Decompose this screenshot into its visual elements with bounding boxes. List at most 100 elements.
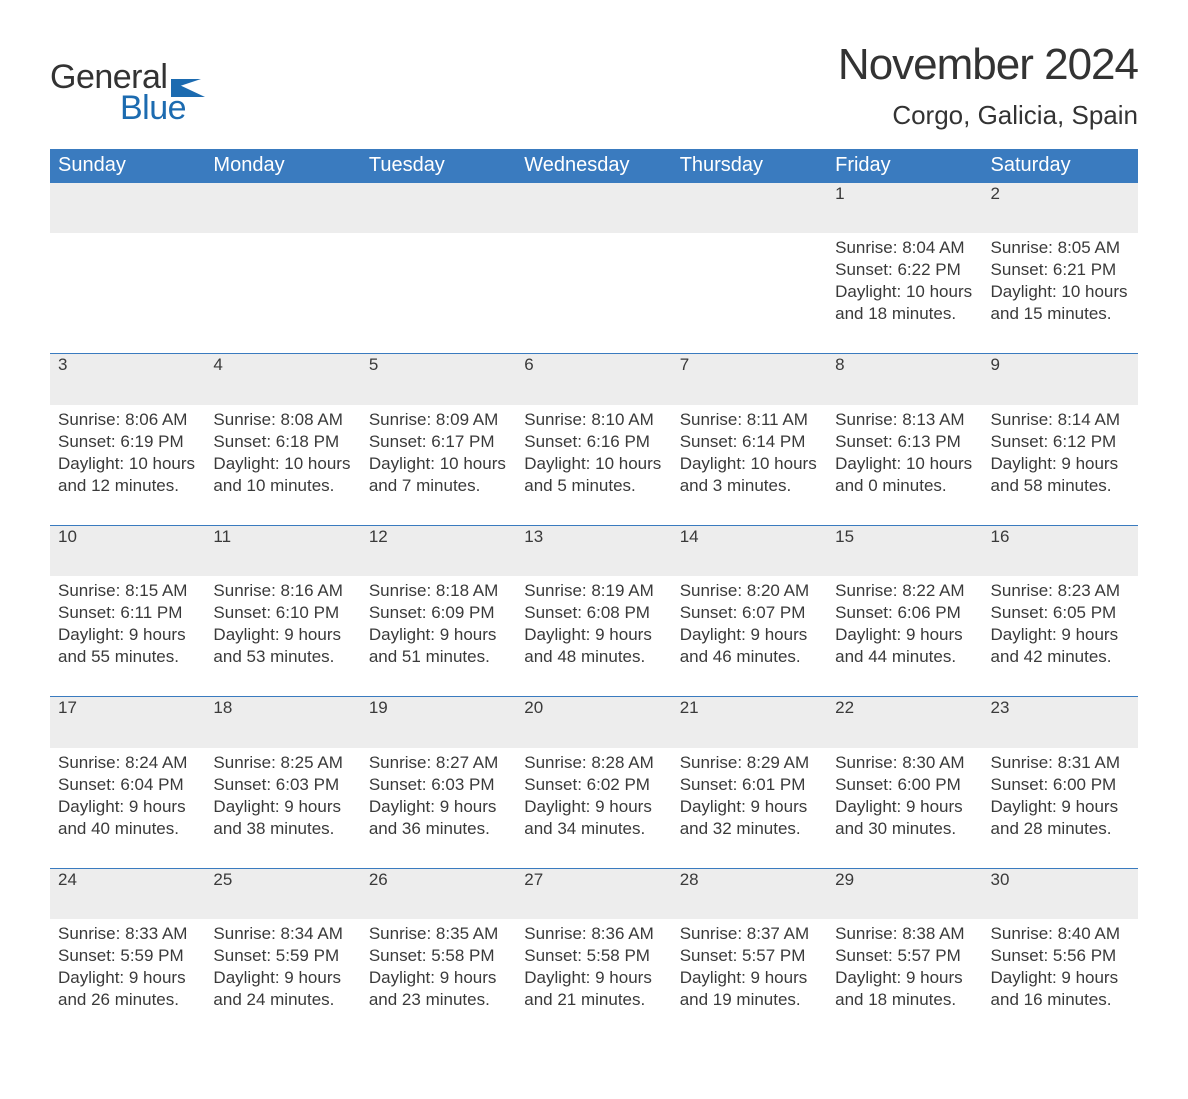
- day-cell: Sunrise: 8:18 AMSunset: 6:09 PMDaylight:…: [361, 576, 516, 697]
- daylight-text: Daylight: 10 hours and 0 minutes.: [835, 453, 974, 497]
- sunrise-text: Sunrise: 8:28 AM: [524, 752, 663, 774]
- sunrise-text: Sunrise: 8:38 AM: [835, 923, 974, 945]
- sunset-text: Sunset: 6:09 PM: [369, 602, 508, 624]
- day-cell: Sunrise: 8:33 AMSunset: 5:59 PMDaylight:…: [50, 919, 205, 1039]
- day-cell: Sunrise: 8:31 AMSunset: 6:00 PMDaylight:…: [983, 748, 1138, 869]
- daylight-text: Daylight: 9 hours and 18 minutes.: [835, 967, 974, 1011]
- empty-cell: [361, 233, 516, 354]
- sunset-text: Sunset: 6:04 PM: [58, 774, 197, 796]
- day-cell: Sunrise: 8:19 AMSunset: 6:08 PMDaylight:…: [516, 576, 671, 697]
- sunset-text: Sunset: 6:02 PM: [524, 774, 663, 796]
- day-cell: Sunrise: 8:14 AMSunset: 6:12 PMDaylight:…: [983, 405, 1138, 526]
- day-number: 24: [50, 868, 205, 919]
- day-number: 22: [827, 697, 982, 748]
- sunset-text: Sunset: 5:59 PM: [213, 945, 352, 967]
- sunset-text: Sunset: 6:05 PM: [991, 602, 1130, 624]
- daylight-text: Daylight: 9 hours and 28 minutes.: [991, 796, 1130, 840]
- daylight-text: Daylight: 10 hours and 7 minutes.: [369, 453, 508, 497]
- day-cell: Sunrise: 8:11 AMSunset: 6:14 PMDaylight:…: [672, 405, 827, 526]
- day-cell: Sunrise: 8:06 AMSunset: 6:19 PMDaylight:…: [50, 405, 205, 526]
- daylight-text: Daylight: 10 hours and 15 minutes.: [991, 281, 1130, 325]
- daylight-text: Daylight: 9 hours and 32 minutes.: [680, 796, 819, 840]
- day-number: 21: [672, 697, 827, 748]
- details-row: Sunrise: 8:24 AMSunset: 6:04 PMDaylight:…: [50, 748, 1138, 869]
- sunrise-text: Sunrise: 8:25 AM: [213, 752, 352, 774]
- day-number: 5: [361, 354, 516, 405]
- day-number: 15: [827, 525, 982, 576]
- day-cell: Sunrise: 8:40 AMSunset: 5:56 PMDaylight:…: [983, 919, 1138, 1039]
- day-number: 28: [672, 868, 827, 919]
- day-cell: Sunrise: 8:16 AMSunset: 6:10 PMDaylight:…: [205, 576, 360, 697]
- empty-cell: [672, 233, 827, 354]
- empty-day: [516, 183, 671, 233]
- day-cell: Sunrise: 8:36 AMSunset: 5:58 PMDaylight:…: [516, 919, 671, 1039]
- day-cell: Sunrise: 8:09 AMSunset: 6:17 PMDaylight:…: [361, 405, 516, 526]
- sunset-text: Sunset: 6:16 PM: [524, 431, 663, 453]
- sunrise-text: Sunrise: 8:34 AM: [213, 923, 352, 945]
- sunrise-text: Sunrise: 8:11 AM: [680, 409, 819, 431]
- day-number: 1: [827, 183, 982, 233]
- sunset-text: Sunset: 6:13 PM: [835, 431, 974, 453]
- daylight-text: Daylight: 9 hours and 48 minutes.: [524, 624, 663, 668]
- sunrise-text: Sunrise: 8:37 AM: [680, 923, 819, 945]
- weekday-header: Sunday: [50, 149, 205, 183]
- day-number: 16: [983, 525, 1138, 576]
- sunrise-text: Sunrise: 8:36 AM: [524, 923, 663, 945]
- day-cell: Sunrise: 8:23 AMSunset: 6:05 PMDaylight:…: [983, 576, 1138, 697]
- daylight-text: Daylight: 9 hours and 36 minutes.: [369, 796, 508, 840]
- details-row: Sunrise: 8:15 AMSunset: 6:11 PMDaylight:…: [50, 576, 1138, 697]
- sunrise-text: Sunrise: 8:20 AM: [680, 580, 819, 602]
- sunrise-text: Sunrise: 8:13 AM: [835, 409, 974, 431]
- sunset-text: Sunset: 6:00 PM: [991, 774, 1130, 796]
- day-number: 26: [361, 868, 516, 919]
- brand-logo: General Blue: [50, 40, 205, 128]
- title-block: November 2024 Corgo, Galicia, Spain: [838, 40, 1138, 131]
- daynum-row: 12: [50, 183, 1138, 233]
- daylight-text: Daylight: 9 hours and 53 minutes.: [213, 624, 352, 668]
- day-number: 29: [827, 868, 982, 919]
- daylight-text: Daylight: 9 hours and 24 minutes.: [213, 967, 352, 1011]
- daylight-text: Daylight: 10 hours and 3 minutes.: [680, 453, 819, 497]
- sunrise-text: Sunrise: 8:06 AM: [58, 409, 197, 431]
- sunrise-text: Sunrise: 8:05 AM: [991, 237, 1130, 259]
- daylight-text: Daylight: 9 hours and 19 minutes.: [680, 967, 819, 1011]
- day-number: 19: [361, 697, 516, 748]
- sunrise-text: Sunrise: 8:31 AM: [991, 752, 1130, 774]
- daylight-text: Daylight: 9 hours and 16 minutes.: [991, 967, 1130, 1011]
- sunset-text: Sunset: 6:21 PM: [991, 259, 1130, 281]
- daylight-text: Daylight: 9 hours and 42 minutes.: [991, 624, 1130, 668]
- sunset-text: Sunset: 5:56 PM: [991, 945, 1130, 967]
- sunset-text: Sunset: 5:59 PM: [58, 945, 197, 967]
- day-number: 9: [983, 354, 1138, 405]
- day-number: 6: [516, 354, 671, 405]
- sunset-text: Sunset: 6:14 PM: [680, 431, 819, 453]
- weekday-header: Thursday: [672, 149, 827, 183]
- sunset-text: Sunset: 6:22 PM: [835, 259, 974, 281]
- calendar-page: General Blue November 2024 Corgo, Galici…: [0, 0, 1188, 1099]
- day-number: 17: [50, 697, 205, 748]
- sunset-text: Sunset: 6:00 PM: [835, 774, 974, 796]
- day-cell: Sunrise: 8:04 AMSunset: 6:22 PMDaylight:…: [827, 233, 982, 354]
- day-cell: Sunrise: 8:24 AMSunset: 6:04 PMDaylight:…: [50, 748, 205, 869]
- day-number: 13: [516, 525, 671, 576]
- day-cell: Sunrise: 8:05 AMSunset: 6:21 PMDaylight:…: [983, 233, 1138, 354]
- day-number: 10: [50, 525, 205, 576]
- sunset-text: Sunset: 6:01 PM: [680, 774, 819, 796]
- weekday-header-row: Sunday Monday Tuesday Wednesday Thursday…: [50, 149, 1138, 183]
- sunrise-text: Sunrise: 8:30 AM: [835, 752, 974, 774]
- sunrise-text: Sunrise: 8:09 AM: [369, 409, 508, 431]
- day-cell: Sunrise: 8:29 AMSunset: 6:01 PMDaylight:…: [672, 748, 827, 869]
- sunset-text: Sunset: 6:08 PM: [524, 602, 663, 624]
- daynum-row: 10111213141516: [50, 525, 1138, 576]
- sunrise-text: Sunrise: 8:08 AM: [213, 409, 352, 431]
- sunset-text: Sunset: 6:07 PM: [680, 602, 819, 624]
- daylight-text: Daylight: 9 hours and 26 minutes.: [58, 967, 197, 1011]
- weekday-header: Wednesday: [516, 149, 671, 183]
- day-cell: Sunrise: 8:20 AMSunset: 6:07 PMDaylight:…: [672, 576, 827, 697]
- sunrise-text: Sunrise: 8:29 AM: [680, 752, 819, 774]
- sunrise-text: Sunrise: 8:40 AM: [991, 923, 1130, 945]
- daylight-text: Daylight: 10 hours and 12 minutes.: [58, 453, 197, 497]
- day-cell: Sunrise: 8:08 AMSunset: 6:18 PMDaylight:…: [205, 405, 360, 526]
- day-number: 25: [205, 868, 360, 919]
- sunset-text: Sunset: 6:06 PM: [835, 602, 974, 624]
